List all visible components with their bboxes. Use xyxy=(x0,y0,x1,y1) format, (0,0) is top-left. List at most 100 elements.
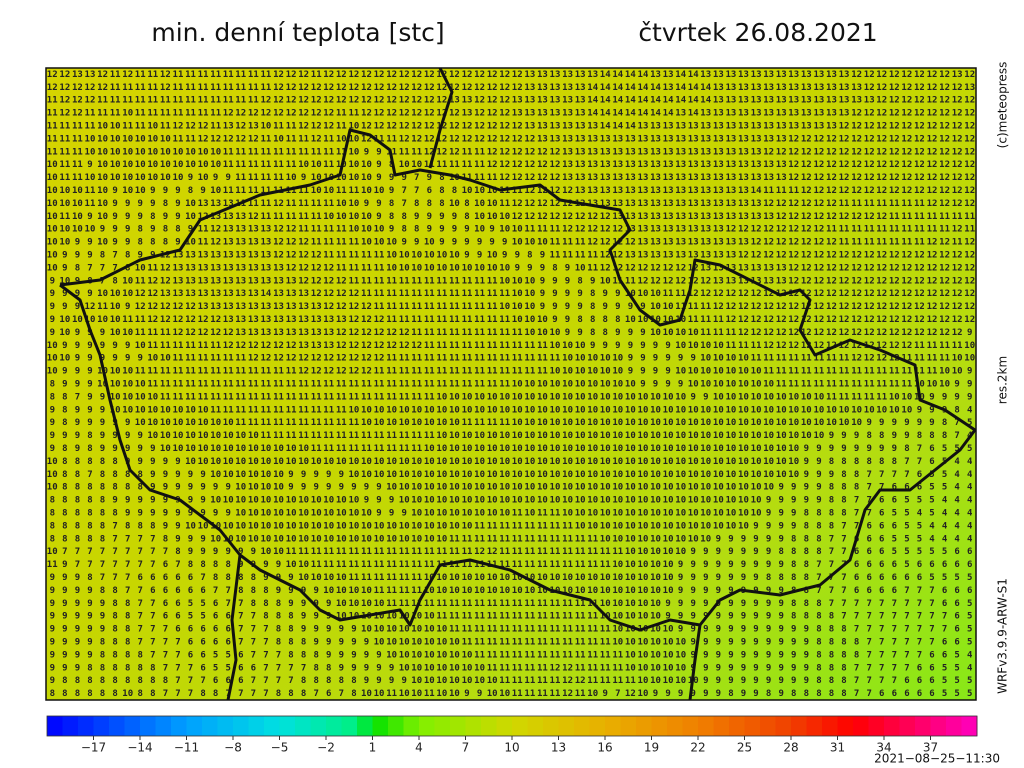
colorbar-cell xyxy=(868,716,885,736)
colorbar-cell xyxy=(248,716,265,736)
grid-row: 9 9 9 8 9 9 9 9 10 10 10 10 10 10 10 10 … xyxy=(50,431,976,441)
grid-row: 11 12 12 12 11 11 11 11 11 11 11 11 11 1… xyxy=(47,96,975,106)
colorbar-cell xyxy=(930,716,947,736)
colorbar-tick-label: 10 xyxy=(504,741,519,755)
colorbar-cell xyxy=(310,716,327,736)
colorbar-cell xyxy=(605,716,621,736)
grid-row: 9 9 9 8 7 7 7 6 6 6 6 6 7 8 8 8 8 9 9 9 … xyxy=(50,573,976,583)
colorbar-cell xyxy=(775,716,792,736)
colorbar-cell xyxy=(434,716,451,736)
grid-row: 9 8 9 9 9 9 9 10 10 10 10 10 10 10 10 11… xyxy=(50,418,976,428)
colorbar-tick-label: 4 xyxy=(415,741,423,755)
colorbar-cell xyxy=(589,716,606,736)
grid-row: 10 8 8 7 8 8 8 8 9 9 9 9 9 10 10 10 10 1… xyxy=(47,470,975,480)
grid-row: 9 8 9 9 9 10 10 10 10 10 10 10 10 11 11 … xyxy=(50,405,976,415)
colorbar-tick-label: 22 xyxy=(690,741,705,755)
grid-row: 9 9 9 9 10 10 10 12 12 13 13 13 13 13 13… xyxy=(50,289,976,299)
grid-row: 11 11 11 10 10 10 10 10 10 10 10 10 10 1… xyxy=(47,147,975,157)
colorbar-cell xyxy=(512,716,528,736)
colorbar-cell xyxy=(837,716,854,736)
colorbar-tick-label: 1 xyxy=(369,741,377,755)
colorbar-tick-label: 34 xyxy=(876,741,891,755)
grid-row: 9 9 9 9 8 8 8 8 7 7 7 6 6 5 5 6 7 7 7 8 … xyxy=(50,650,976,660)
title: min. denní teplota [stc] xyxy=(151,18,444,47)
copyright: (c)meteopress xyxy=(996,62,1010,149)
colorbar-cell xyxy=(698,716,714,736)
grid-row: 9 9 9 12 11 10 9 12 12 12 12 12 13 13 13… xyxy=(50,302,976,312)
colorbar-cell xyxy=(388,716,404,736)
map-frame xyxy=(45,67,977,701)
grid-row: 8 8 8 8 8 7 8 8 8 9 9 10 10 10 10 10 10 … xyxy=(50,521,976,531)
grid-row: 9 9 9 9 9 8 8 7 7 6 6 5 5 6 6 7 7 8 8 8 … xyxy=(50,612,976,622)
colorbar-cell xyxy=(791,716,807,736)
colorbar-cell xyxy=(93,716,110,736)
grid-row: 8 8 8 8 8 8 9 9 9 9 9 9 9 9 9 10 10 10 1… xyxy=(50,508,976,518)
border-southwest xyxy=(226,554,242,701)
colorbar-cell xyxy=(450,716,466,736)
grid-row: 10 11 11 10 10 10 10 10 10 10 10 9 10 9 … xyxy=(47,173,975,183)
grid-row: 10 11 11 9 10 10 10 10 10 10 10 10 10 10… xyxy=(47,160,975,170)
colorbar-tick-label: −5 xyxy=(271,741,289,755)
model: WRFv3.9.9-ARW-S1 xyxy=(996,578,1010,694)
colorbar-cell xyxy=(295,716,311,736)
colorbar-cell xyxy=(341,716,358,736)
grid-row: 10 10 9 9 10 9 9 8 8 8 9 10 11 12 13 13 … xyxy=(47,238,975,248)
colorbar-cell xyxy=(760,716,776,736)
grid-row: 10 8 8 8 8 8 8 8 9 9 9 9 9 9 9 10 10 10 … xyxy=(47,483,975,493)
grid-row: 10 11 10 9 10 9 9 9 8 9 9 10 12 13 13 13… xyxy=(47,212,975,222)
colorbar-tick-label: 13 xyxy=(551,741,566,755)
date: čtvrtek 26.08.2021 xyxy=(638,18,877,47)
grid-row: 10 9 9 9 10 10 10 11 11 11 11 11 11 11 1… xyxy=(47,367,975,377)
colorbar-cell xyxy=(124,716,141,736)
grid-row: 8 8 8 8 8 7 7 7 7 8 9 9 9 10 10 10 10 10… xyxy=(50,534,976,544)
colorbar-cell xyxy=(217,716,234,736)
colorbar-cell xyxy=(357,716,373,736)
colorbar-tick-label: 16 xyxy=(597,741,612,755)
grid-row: 10 10 10 10 9 9 9 8 9 8 8 9 11 12 13 13 … xyxy=(47,225,975,235)
colorbar-tick-label: 28 xyxy=(783,741,798,755)
colorbar-cell xyxy=(186,716,203,736)
colorbar-cell xyxy=(465,716,482,736)
colorbar-cell xyxy=(171,716,187,736)
colorbar-cell xyxy=(961,716,978,736)
colorbar-cell xyxy=(419,716,435,736)
colorbar-cell xyxy=(202,716,218,736)
colorbar: −17 −14 −11 −8 −5 −2 1 4 7 10 13 16 19 22 25 28 31 34 37 xyxy=(46,715,978,755)
colorbar-cell xyxy=(78,716,94,736)
border-north xyxy=(428,67,454,169)
colorbar-cell xyxy=(558,716,575,736)
resolution: res.2km xyxy=(996,356,1010,404)
colorbar-cell xyxy=(915,716,931,736)
colorbar-cell xyxy=(713,716,730,736)
grid-row: 9 10 10 10 10 10 11 11 12 12 12 12 12 12… xyxy=(50,315,976,325)
colorbar-cell xyxy=(496,716,513,736)
grid-row: 9 10 9 9 9 10 10 11 11 11 12 12 12 12 12… xyxy=(50,328,976,338)
colorbar-cell xyxy=(884,716,900,736)
colorbar-cell xyxy=(140,716,156,736)
colorbar-cell xyxy=(667,716,683,736)
grid-row: 8 8 7 9 9 10 10 10 10 11 11 11 11 11 11 … xyxy=(50,392,976,402)
colorbar-tick-label: 37 xyxy=(923,741,938,755)
colorbar-tick-label: −14 xyxy=(127,741,152,755)
grid-row: 12 12 12 12 12 11 11 11 11 12 11 11 11 1… xyxy=(47,83,975,93)
colorbar-cell xyxy=(155,716,172,736)
grid-row: 9 9 9 9 8 8 7 7 6 6 6 6 6 7 7 8 8 8 9 9 … xyxy=(50,586,976,596)
colorbar-cell xyxy=(233,716,249,736)
value-grid: 12 12 13 13 12 11 12 11 11 12 11 11 11 1… xyxy=(47,70,975,699)
colorbar-cell xyxy=(682,716,699,736)
colorbar-cell xyxy=(822,716,838,736)
colorbar-cell xyxy=(543,716,559,736)
colorbar-cell xyxy=(806,716,823,736)
country-border xyxy=(59,128,977,632)
colorbar-cell xyxy=(636,716,652,736)
colorbar-cell xyxy=(574,716,590,736)
grid-row: 10 10 10 11 10 9 9 9 9 8 9 10 13 13 13 1… xyxy=(47,199,975,209)
grid-row: 9 9 9 9 9 8 8 7 7 7 6 6 6 6 6 7 7 7 8 8 … xyxy=(50,625,976,635)
colorbar-cell xyxy=(651,716,668,736)
colorbar-cell xyxy=(403,716,420,736)
grid-row: 10 8 8 8 8 8 9 9 9 9 9 10 10 10 10 10 10… xyxy=(47,457,975,467)
colorbar-cell xyxy=(481,716,497,736)
colorbar-tick-label: 19 xyxy=(644,741,659,755)
grid-row: 9 9 9 9 9 8 8 7 7 6 6 5 5 6 7 7 8 8 8 9 … xyxy=(50,599,976,609)
